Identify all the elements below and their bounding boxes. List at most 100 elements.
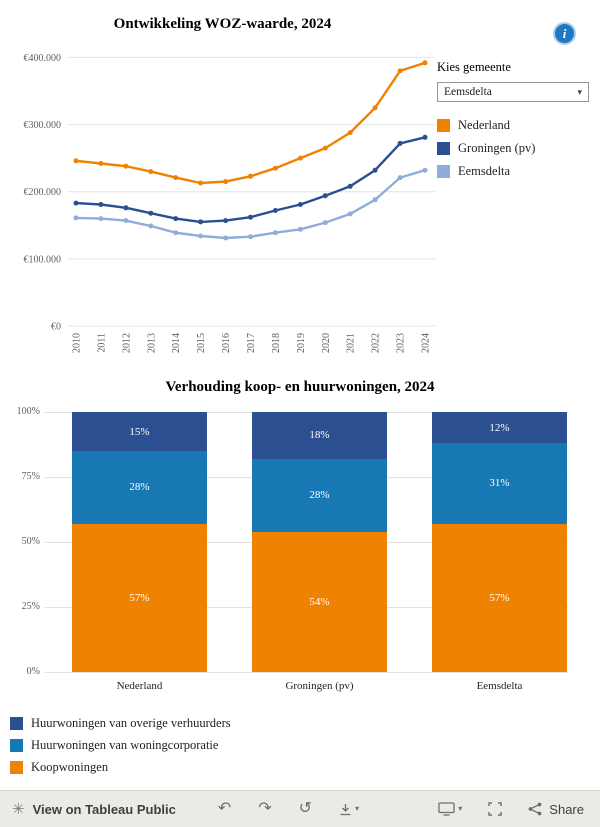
data-point[interactable] [322,145,328,151]
woz-line-chart[interactable]: €400.000 €300.000 €200.000 €100.000 €0 2010 20… [0,36,445,368]
y-tick-label: €0 [51,322,61,333]
download-icon[interactable]: ▾ [339,803,359,816]
data-point[interactable] [173,216,179,222]
data-point[interactable] [272,208,278,213]
bar-value-label: 15% [129,425,150,438]
data-point[interactable] [98,202,104,207]
bar-segment[interactable]: 28% [72,451,207,524]
view-on-tableau-public[interactable]: ✳ View on Tableau Public [0,800,176,818]
line-series-groningen-pv-[interactable] [74,136,427,224]
bar-value-label: 12% [489,421,510,434]
bar-segment[interactable]: 28% [252,458,387,532]
data-point[interactable] [223,235,229,241]
stacked-bar: 18% 28% 54% [252,412,387,672]
data-point[interactable] [123,163,129,169]
bar-segment[interactable]: 18% [252,412,387,459]
x-tick-label: 2015 [196,333,207,353]
legend-item[interactable]: Groningen (pv) [437,141,589,156]
data-point[interactable] [297,202,303,207]
data-point[interactable] [397,140,403,146]
data-point[interactable] [223,218,229,224]
legend-label: Nederland [458,118,511,132]
y-tick-label: €100.000 [24,254,62,265]
data-point[interactable] [422,60,428,66]
data-point[interactable] [297,226,303,232]
data-point[interactable] [248,234,253,240]
data-point[interactable] [123,205,129,211]
undo-icon[interactable]: ↶ [217,800,232,817]
data-point[interactable] [272,165,278,171]
data-point[interactable] [322,220,328,226]
x-tick-label: 2010 [72,333,83,353]
y-tick-label: 75% [21,471,40,482]
data-point[interactable] [148,210,154,216]
gemeente-dropdown[interactable]: Eemsdelta ▾ [437,82,589,102]
bar-segment[interactable]: 15% [72,412,207,451]
bar-segment[interactable]: 54% [252,531,387,672]
data-point[interactable] [347,130,353,136]
line-series-eemsdelta[interactable] [74,168,427,240]
data-point[interactable] [98,161,104,166]
data-point[interactable] [198,219,204,225]
data-point[interactable] [347,183,353,189]
data-point[interactable] [422,134,428,140]
data-point[interactable] [248,173,253,179]
data-point[interactable] [372,167,378,173]
data-point[interactable] [73,158,79,164]
data-point[interactable] [397,175,403,181]
data-point[interactable] [73,200,79,206]
legend-label: Eemsdelta [458,164,511,178]
legend-item[interactable]: Huurwoningen van woningcorporatie [10,738,231,753]
data-point[interactable] [397,68,403,74]
data-point[interactable] [422,167,428,173]
bar-segment[interactable]: 57% [432,523,567,672]
legend-swatch-icon [437,142,450,155]
reset-icon[interactable]: ↺ [298,800,313,817]
tableau-logo-icon: ✳ [12,801,25,818]
data-point[interactable] [248,214,253,220]
legend-item[interactable]: Koopwoningen [10,760,231,775]
data-point[interactable] [98,216,104,222]
info-icon[interactable]: i [553,22,576,45]
legend-item[interactable]: Huurwoningen van overige verhuurders [10,716,231,731]
data-point[interactable] [148,169,154,175]
x-category-label: Eemsdelta [476,680,523,692]
legend-label: Groningen (pv) [458,141,536,155]
data-point[interactable] [73,215,79,221]
tableau-toolbar: ✳ View on Tableau Public ↶ ↷ ↺ ▾ ▾ [0,790,600,827]
data-point[interactable] [198,180,204,186]
fullscreen-icon[interactable] [488,802,502,816]
data-point[interactable] [372,105,378,111]
legend-label: Huurwoningen van overige verhuurders [31,716,231,730]
data-point[interactable] [198,233,204,239]
data-point[interactable] [322,193,328,199]
bar-value-label: 57% [489,591,510,604]
data-point[interactable] [173,175,179,181]
device-preview-icon[interactable]: ▾ [438,802,462,816]
bar-segment[interactable]: 12% [432,412,567,444]
view-on-tableau-public-label: View on Tableau Public [32,801,176,817]
data-point[interactable] [123,218,129,224]
share-button[interactable]: Share [528,802,584,817]
redo-icon[interactable]: ↷ [258,800,272,817]
data-point[interactable] [148,223,154,229]
data-point[interactable] [372,197,378,203]
data-point[interactable] [347,211,353,217]
stacked-bar-chart[interactable]: 100% 75% 50% 25% 0% 15% 28% 57% 18% 28% 54% 12% 31%… [0,406,600,696]
bar-x-axis: Nederland Groningen (pv) Eemsdelta [45,680,568,696]
data-point[interactable] [223,179,229,185]
data-point[interactable] [272,230,278,236]
data-point[interactable] [173,230,179,236]
data-point[interactable] [297,155,303,161]
chevron-down-icon: ▾ [355,804,360,813]
legend-swatch-icon [10,717,23,730]
y-tick-label: €300.000 [24,120,62,131]
stacked-bar: 12% 31% 57% [432,412,567,672]
legend-item[interactable]: Eemsdelta [437,164,589,179]
bar-segment[interactable]: 31% [432,443,567,524]
legend-swatch-icon [10,761,23,774]
x-tick-label: 2024 [421,333,432,353]
line-series-nederland[interactable] [74,61,427,185]
legend-item[interactable]: Nederland [437,118,589,133]
bar-segment[interactable]: 57% [72,523,207,672]
